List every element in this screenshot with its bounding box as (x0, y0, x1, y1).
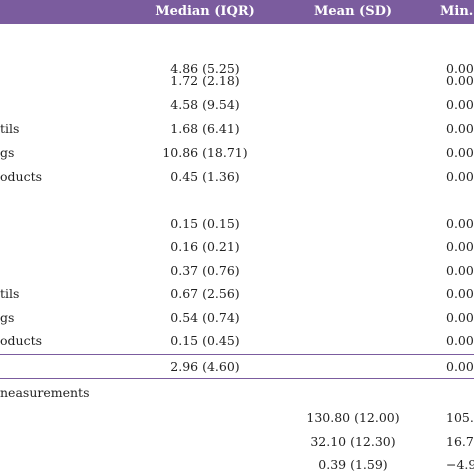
min-cell: 0.00 (446, 61, 474, 76)
min-cell: 0.00 (446, 359, 474, 374)
min-cell: 0.00 (446, 286, 474, 301)
column-header-median: Median (IQR) (155, 4, 255, 19)
row-label: tils (0, 286, 20, 301)
min-cell: 0.00 (446, 216, 474, 231)
median-cell: 1.68 (6.41) (170, 121, 240, 136)
mean-cell: 0.39 (1.59) (318, 457, 388, 472)
min-cell: 0.00 (446, 239, 474, 254)
min-cell: 0.00 (446, 169, 474, 184)
table-row: 0.39 (1.59) −4.94 (0, 455, 474, 475)
min-cell: 0.00 (446, 310, 474, 325)
row-label: oducts (0, 169, 43, 184)
median-cell: 0.37 (0.76) (170, 263, 240, 278)
table-divider (0, 378, 474, 379)
table-row: gs 10.86 (18.71) 0.00 (0, 143, 474, 163)
min-cell: 0.00 (446, 121, 474, 136)
mean-cell: 130.80 (12.00) (306, 410, 400, 425)
row-label: gs (0, 310, 15, 325)
median-cell: 1.72 (2.18) (170, 73, 240, 88)
median-cell: 0.67 (2.56) (170, 286, 240, 301)
table-row: 2.96 (4.60) 0.00 (0, 357, 474, 377)
row-label: tils (0, 121, 20, 136)
column-header-mean: Mean (SD) (313, 4, 393, 19)
min-cell: 0.00 (446, 333, 474, 348)
table-row: 4.58 (9.54) 0.00 (0, 95, 474, 115)
row-label: gs (0, 145, 15, 160)
table-row: tils 1.68 (6.41) 0.00 (0, 119, 474, 139)
table-row: 130.80 (12.00) 105.10 (0, 408, 474, 428)
table-row: 0.16 (0.21) 0.00 (0, 237, 474, 257)
median-cell: 0.54 (0.74) (170, 310, 240, 325)
min-cell: 105.10 (446, 410, 474, 425)
min-cell: −4.94 (446, 457, 474, 472)
table-row: oducts 0.15 (0.45) 0.00 (0, 331, 474, 351)
min-cell: 0.00 (446, 263, 474, 278)
median-cell: 10.86 (18.71) (162, 145, 248, 160)
median-cell: 4.58 (9.54) (170, 97, 240, 112)
table-row: 0.37 (0.76) 0.00 (0, 261, 474, 281)
table-row: gs 0.54 (0.74) 0.00 (0, 308, 474, 328)
median-cell: 0.15 (0.15) (170, 216, 240, 231)
min-cell: 0.00 (446, 145, 474, 160)
table-row: 0.15 (0.15) 0.00 (0, 214, 474, 234)
row-label: oducts (0, 333, 43, 348)
min-cell: 0.00 (446, 97, 474, 112)
column-header-min: Min. (440, 4, 474, 19)
table-header: Median (IQR) Mean (SD) Min. (0, 0, 474, 24)
table-row: neasurements (0, 383, 474, 403)
median-cell: 0.16 (0.21) (170, 239, 240, 254)
table-divider (0, 354, 474, 355)
median-cell: 0.45 (1.36) (170, 169, 240, 184)
median-cell: 2.96 (4.60) (170, 359, 240, 374)
min-cell: 16.70 (446, 434, 474, 449)
table-row: tils 0.67 (2.56) 0.00 (0, 284, 474, 304)
mean-cell: 32.10 (12.30) (310, 434, 396, 449)
table-row: 4.86 (5.25) 0.00 (0, 59, 474, 79)
median-cell: 4.86 (5.25) (170, 61, 240, 76)
median-cell: 0.15 (0.45) (170, 333, 240, 348)
section-label: neasurements (0, 385, 90, 400)
table-row: 32.10 (12.30) 16.70 (0, 432, 474, 452)
table-row: oducts 0.45 (1.36) 0.00 (0, 167, 474, 187)
min-cell: 0.00 (446, 73, 474, 88)
table-row: 1.72 (2.18) 0.00 (0, 71, 474, 91)
